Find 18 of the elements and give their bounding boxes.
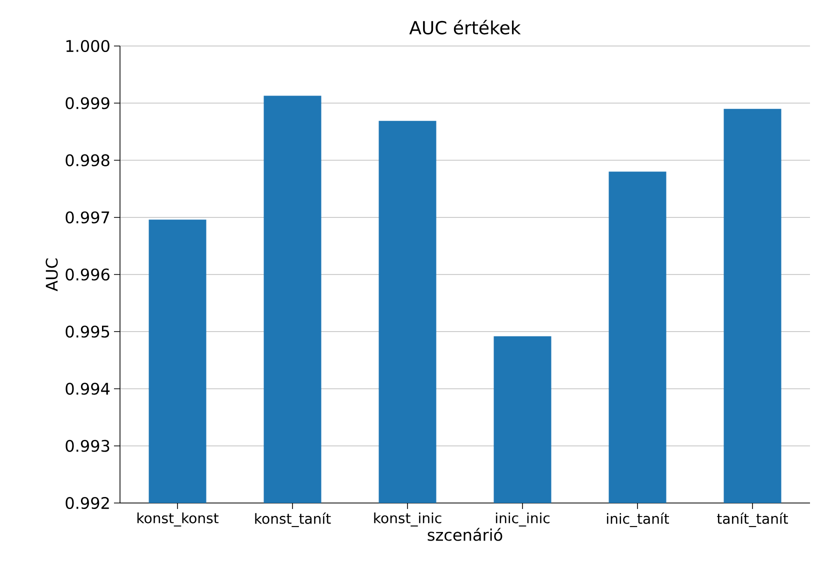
- y-tick-label: 1.000: [66, 40, 110, 52]
- x-axis-title: szcenárió: [428, 528, 502, 541]
- x-tick-label: konst_tanít: [255, 512, 331, 528]
- x-tick-label: konst_inic: [374, 512, 442, 526]
- y-tick-label: 0.992: [66, 496, 109, 510]
- y-tick-label: 0.999: [66, 97, 110, 110]
- chart-title: AUC értékek: [409, 20, 521, 34]
- y-tick-label: 0.993: [66, 440, 110, 452]
- x-tick-label: inic_tanít: [606, 512, 670, 528]
- y-tick-label: 0.997: [66, 211, 110, 224]
- y-tick-label: 0.998: [66, 154, 110, 166]
- x-tick-label: konst_konst: [137, 512, 219, 526]
- x-tick-label: inic_inic: [496, 512, 550, 526]
- x-tick-label: tanít_tanít: [717, 512, 788, 528]
- y-axis-title: AUC: [46, 258, 58, 292]
- y-tick-label: 0.996: [66, 268, 110, 281]
- y-tick-label: 0.995: [66, 326, 110, 338]
- y-tick-label: 0.994: [66, 382, 110, 395]
